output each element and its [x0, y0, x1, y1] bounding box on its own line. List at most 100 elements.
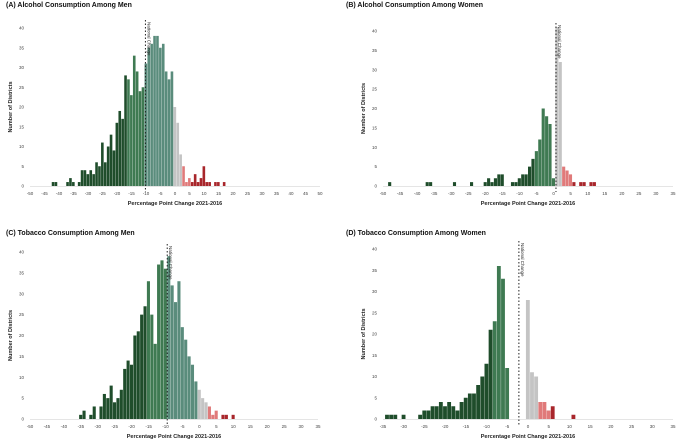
histogram-bar: [147, 47, 151, 186]
histogram-bar: [194, 381, 198, 419]
panel-b-title: (B) Alcohol Consumption Among Women: [346, 2, 484, 9]
histogram-bar: [418, 414, 423, 419]
histogram-bar: [86, 174, 90, 186]
histogram-bar: [156, 35, 159, 187]
histogram-bar: [106, 398, 110, 419]
x-tick-label: -40: [61, 424, 68, 429]
histogram-bar: [153, 343, 157, 419]
x-tick-label: -15: [463, 424, 470, 429]
y-tick-label: 25: [19, 85, 25, 90]
y-tick-label: 15: [19, 354, 25, 359]
y-tick-label: 35: [19, 45, 25, 50]
histogram-bar: [161, 43, 165, 186]
histogram-bar: [592, 182, 596, 186]
histogram-bar: [102, 393, 106, 419]
x-tick-label: 25: [636, 191, 642, 196]
histogram-bar: [182, 166, 185, 186]
y-tick-label: 5: [374, 164, 377, 169]
histogram-bar: [426, 410, 431, 419]
x-tick-label: -45: [44, 424, 51, 429]
x-tick-label: -40: [56, 191, 63, 196]
chart-panel-d: National Change -35 -30 -25 -20 -15 -10 -5 0 5 10 1…: [361, 241, 676, 440]
x-tick-label: -5: [505, 424, 509, 429]
x-tick-label: -50: [380, 191, 387, 196]
y-tick-label: 5: [374, 395, 377, 400]
x-tick-label: -30: [448, 191, 455, 196]
x-axis-title: Percentage Point Change 2021-2016: [481, 434, 575, 440]
histogram-bar: [188, 178, 191, 186]
histogram-bar: [187, 356, 191, 419]
histogram-bar: [163, 268, 167, 419]
x-tick-label: -15: [499, 191, 506, 196]
x-tick-label: 10: [567, 424, 573, 429]
histogram-bar: [451, 406, 456, 419]
x-tick-label: -35: [78, 424, 85, 429]
histogram-bar: [150, 314, 154, 419]
x-tick-label: 15: [248, 424, 254, 429]
histogram-bar: [221, 414, 225, 419]
histogram-bar: [143, 306, 147, 419]
histogram-bar: [199, 178, 203, 186]
histogram-bar: [514, 182, 518, 186]
national-change-label: National Change: [168, 246, 173, 280]
histogram-bar: [505, 368, 510, 419]
histogram-bar: [184, 339, 188, 419]
x-tick-label: -20: [442, 424, 449, 429]
histogram-bar: [132, 55, 136, 187]
x-axis-title: Percentage Point Change 2021-2016: [128, 201, 222, 207]
histogram-bar: [135, 71, 139, 186]
histogram-bar: [484, 363, 489, 419]
histogram-bar: [54, 182, 58, 186]
histogram-bar: [545, 116, 549, 186]
histogram-bar: [106, 146, 110, 186]
histogram-bar: [170, 285, 174, 419]
histogram-bar: [121, 118, 124, 186]
histogram-bar: [170, 71, 174, 186]
histogram-bar: [103, 162, 107, 186]
histogram-bar: [66, 182, 69, 186]
histogram-bar: [138, 91, 142, 186]
histogram-bar: [146, 281, 150, 419]
histogram-bar: [167, 79, 171, 186]
x-tick-label: 0: [198, 424, 201, 429]
x-tick-label: 35: [670, 424, 676, 429]
y-tick-label: 5: [21, 396, 24, 401]
histogram-bar: [130, 95, 133, 186]
histogram-bar: [89, 414, 93, 419]
national-change-label: National Change: [557, 25, 562, 59]
histogram-bar: [112, 150, 116, 186]
x-tick-label: -5: [180, 424, 184, 429]
x-tick-label: 30: [650, 424, 656, 429]
histogram-bar: [202, 166, 206, 186]
histogram-bar: [69, 178, 72, 186]
histogram-bar: [82, 410, 86, 419]
y-tick-label: 15: [372, 125, 378, 130]
histogram-bar: [167, 256, 171, 419]
histogram-bar: [463, 397, 468, 419]
histogram-bar: [164, 71, 168, 186]
histogram-bar: [582, 182, 586, 186]
histogram-bar: [109, 385, 113, 419]
histogram-bar: [177, 281, 181, 419]
histogram-bar: [480, 376, 485, 419]
histogram-bar: [571, 414, 576, 419]
histogram-bar: [492, 321, 497, 419]
x-tick-label: 0: [552, 191, 555, 196]
histogram-bar: [150, 43, 153, 186]
histogram-bar: [208, 182, 211, 186]
histogram-bar: [517, 178, 521, 186]
x-tick-label: 45: [303, 191, 309, 196]
histogram-bar: [434, 406, 439, 419]
x-tick-label: 15: [216, 191, 222, 196]
histogram-bar: [140, 314, 144, 419]
histogram-bar: [467, 393, 472, 419]
histogram-bar: [101, 142, 104, 186]
x-tick-label: -25: [111, 424, 118, 429]
histogram-bar: [141, 87, 145, 186]
histogram-bar: [231, 414, 235, 419]
histogram-bar: [548, 124, 552, 186]
histogram-bar: [196, 182, 200, 186]
histogram-bar: [534, 376, 539, 419]
histogram-bar: [92, 174, 95, 186]
histogram-bar: [214, 182, 217, 186]
